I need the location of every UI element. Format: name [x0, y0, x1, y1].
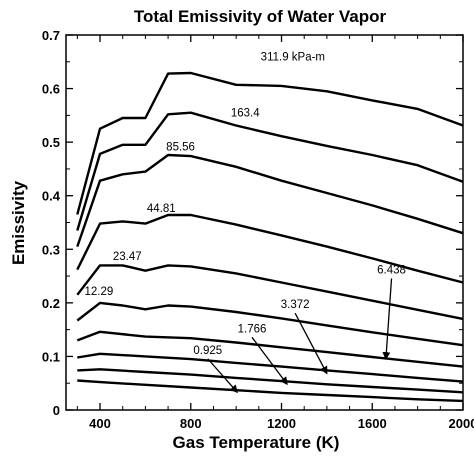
y-tick-label: 0.3: [42, 242, 60, 257]
y-tick-label: 0.7: [42, 28, 60, 43]
y-tick-label: 0.2: [42, 296, 60, 311]
curve-label: 311.9 kPa-m: [261, 52, 325, 64]
curve-label: 12.29: [85, 286, 114, 298]
curve-label: 0.925: [193, 345, 222, 357]
series-group: [76, 71, 464, 403]
y-tick-label: 0: [53, 403, 60, 418]
curve-label: 44.81: [147, 203, 176, 215]
curve-label: 6.438: [377, 264, 406, 276]
curve-label: 3.372: [281, 299, 310, 311]
curve-label: 163.4: [231, 107, 260, 119]
y-tick-label: 0.1: [42, 349, 60, 364]
series-line-0: [76, 71, 464, 215]
y-tick-label: 0.4: [42, 189, 61, 204]
series-line-4: [76, 264, 464, 321]
curve-label: 1.766: [238, 323, 267, 335]
chart-title: Total Emissivity of Water Vapor: [134, 7, 387, 26]
series-line-3: [76, 213, 464, 284]
x-tick-label: 1600: [358, 416, 387, 431]
x-axis-label: Gas Temperature (K): [173, 433, 340, 452]
series-line-1: [76, 111, 464, 231]
x-tick-label: 800: [180, 416, 202, 431]
curve-label: 23.47: [113, 251, 142, 263]
x-tick-label: 2000: [449, 416, 474, 431]
series-line-5: [76, 301, 464, 347]
x-tick-label: 1200: [267, 416, 296, 431]
series-line-8: [77, 368, 464, 394]
y-axis-label: Emissivity: [9, 180, 28, 265]
annotation-group: 311.9 kPa-m 163.4 85.56 44.81 23.47 12.29 6.43…: [85, 52, 406, 394]
x-tick-label: 400: [89, 416, 111, 431]
y-tick-label: 0.5: [42, 135, 60, 150]
axis-ticks: 400 800 1200 1600 2000 0 0.1 0.2 0.3 0.4 0.5 0.6 0.7: [42, 28, 474, 431]
series-line-9: [77, 379, 464, 403]
series-line-7: [77, 352, 464, 383]
annotation-arrow: [251, 336, 288, 386]
annotation-arrow: [294, 312, 328, 375]
series-line-6: [76, 330, 464, 368]
series-line-2: [76, 153, 464, 247]
annotation-arrow: [207, 358, 238, 394]
annotation-arrow: [382, 278, 393, 361]
y-tick-label: 0.6: [42, 82, 60, 97]
curve-label: 85.56: [166, 142, 195, 154]
